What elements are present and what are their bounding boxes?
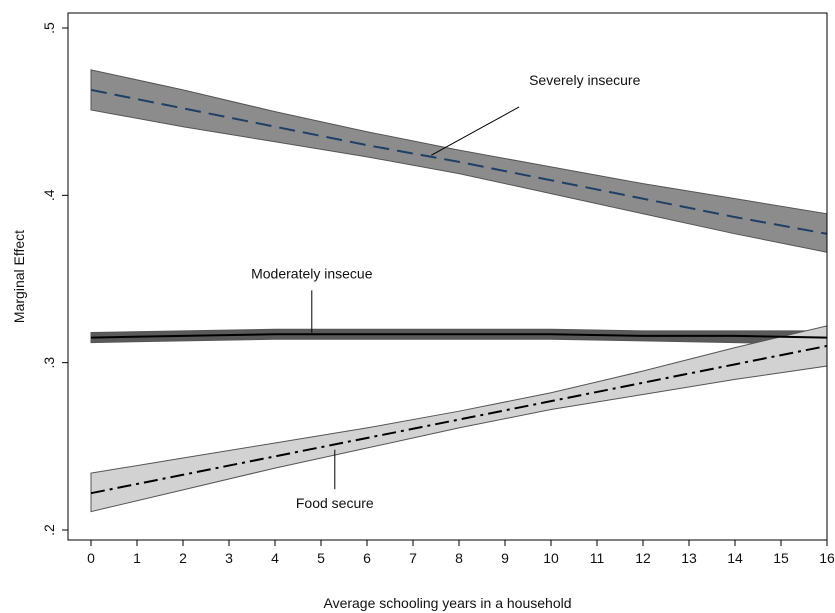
series-lines xyxy=(90,88,828,495)
line-secure xyxy=(90,344,828,495)
x-tick-label: 11 xyxy=(590,550,605,566)
line-moderate xyxy=(90,333,828,339)
x-tick-label: 10 xyxy=(543,550,559,566)
y-axis-title: Marginal Effect xyxy=(11,230,27,323)
x-tick-label: 0 xyxy=(87,550,95,566)
x-tick-label: 16 xyxy=(819,550,835,566)
y-tick-label: .5 xyxy=(41,22,57,34)
y-tick-label: .3 xyxy=(41,357,57,369)
x-tick-label: 12 xyxy=(635,550,651,566)
annotation-moderate: Moderately insecue xyxy=(251,265,373,281)
x-axis-title: Average schooling years in a household xyxy=(323,595,571,611)
y-tick-label: .2 xyxy=(41,524,57,536)
x-tick-label: 9 xyxy=(501,550,509,566)
annotations: Severely insecure Moderately insecue Food … xyxy=(251,72,640,511)
annotation-leader-lines xyxy=(311,106,520,490)
annotation-secure: Food secure xyxy=(296,495,374,511)
x-tick-label: 13 xyxy=(681,550,697,566)
x-tick-label: 14 xyxy=(727,550,743,566)
leader-severe xyxy=(431,106,520,156)
x-tick-label: 5 xyxy=(317,550,325,566)
x-tick-label: 1 xyxy=(133,550,141,566)
plot-frame xyxy=(67,12,828,541)
x-tick-label: 3 xyxy=(225,550,233,566)
x-tick-label: 15 xyxy=(773,550,789,566)
x-tick-label: 6 xyxy=(363,550,371,566)
annotation-severe: Severely insecure xyxy=(529,72,640,88)
y-axis: .2 .3 .4 .5 xyxy=(41,22,68,536)
line-severe xyxy=(90,88,828,235)
x-tick-label: 8 xyxy=(455,550,463,566)
x-tick-label: 2 xyxy=(179,550,187,566)
x-tick-label: 4 xyxy=(271,550,279,566)
x-tick-label: 7 xyxy=(409,550,417,566)
x-axis: 0 1 2 3 4 5 6 7 8 9 10 11 12 13 14 15 16 xyxy=(87,540,835,566)
y-tick-label: .4 xyxy=(41,189,57,201)
